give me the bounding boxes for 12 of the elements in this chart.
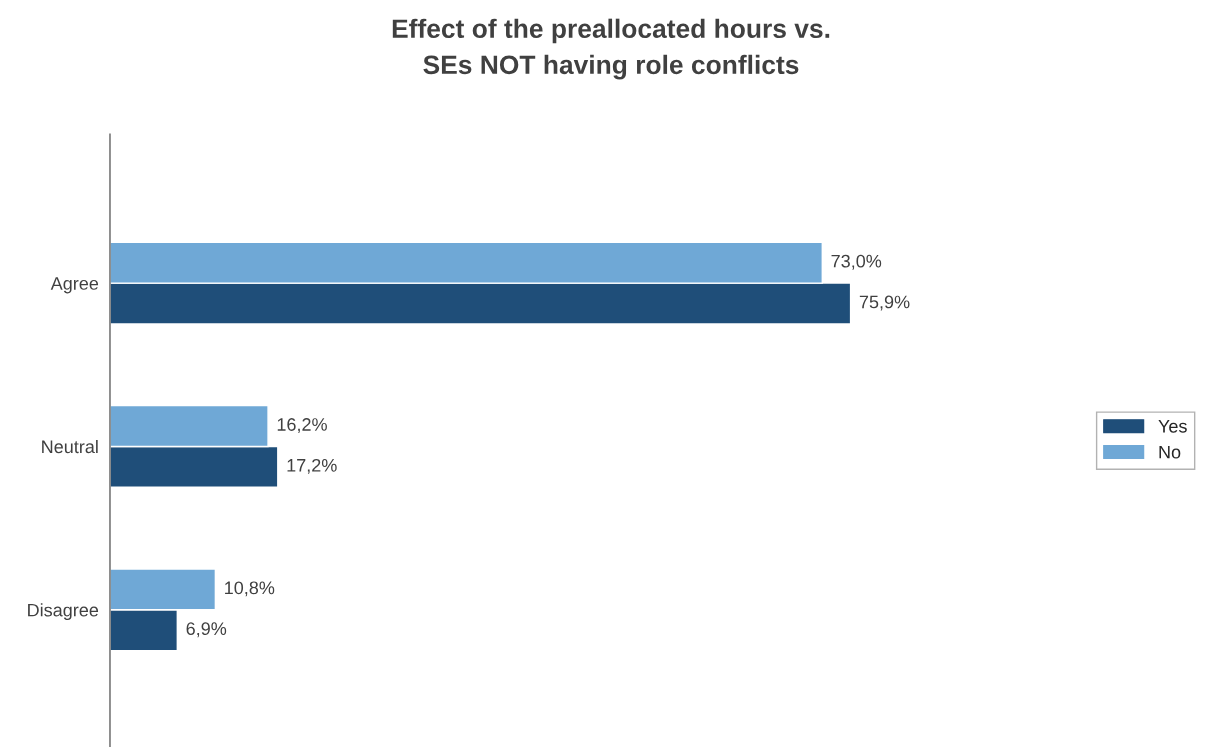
data-label: 10,8% <box>225 581 275 597</box>
y-tick-label: Disagree <box>28 603 99 621</box>
data-label: 6,9% <box>186 622 227 638</box>
data-label: 73,0% <box>831 254 882 270</box>
legend-label: No <box>1159 445 1181 459</box>
chart-title: Effect of the preallocated hours vs. SEs NOT having role conflicts <box>392 18 830 80</box>
legend-label: Yes <box>1158 420 1187 433</box>
data-label: 75,9% <box>859 295 910 311</box>
data-label: 17,2% <box>287 458 337 474</box>
data-label: 16,2% <box>277 418 327 434</box>
y-tick-label: Neutral <box>42 439 98 454</box>
y-tick-label: Agree <box>50 277 99 294</box>
